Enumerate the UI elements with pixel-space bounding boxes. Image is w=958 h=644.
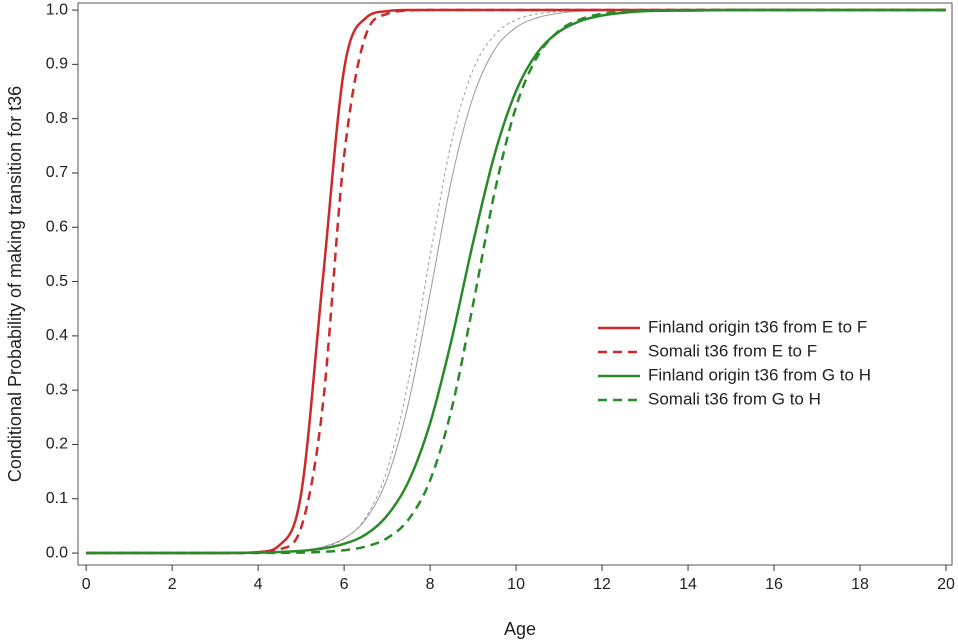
x-tick-label: 14 xyxy=(679,576,697,593)
x-tick-label: 4 xyxy=(254,576,263,593)
x-axis-label: Age xyxy=(504,619,536,639)
x-tick-label: 8 xyxy=(426,576,435,593)
y-tick-label: 0.5 xyxy=(46,273,68,290)
legend-label: Finland origin t36 from G to H xyxy=(648,365,871,384)
plot-frame xyxy=(77,2,953,566)
y-tick-label: 0.2 xyxy=(46,436,68,453)
x-tick-label: 16 xyxy=(765,576,783,593)
legend-label: Somali t36 from G to H xyxy=(648,389,821,408)
x-tick-label: 18 xyxy=(851,576,869,593)
y-tick-label: 0.9 xyxy=(46,56,68,73)
y-axis-label: Conditional Probability of making transi… xyxy=(5,86,25,482)
y-tick-label: 0.8 xyxy=(46,110,68,127)
legend-label: Somali t36 from E to F xyxy=(648,341,817,360)
x-tick-label: 10 xyxy=(507,576,525,593)
y-tick-label: 0.4 xyxy=(46,327,68,344)
x-tick-label: 12 xyxy=(593,576,611,593)
y-tick-label: 0.7 xyxy=(46,164,68,181)
legend-label: Finland origin t36 from E to F xyxy=(648,317,867,336)
y-tick-label: 1.0 xyxy=(46,1,68,18)
series-line xyxy=(86,8,946,555)
x-tick-label: 6 xyxy=(340,576,349,593)
y-tick-label: 0.1 xyxy=(46,490,68,507)
y-tick-label: 0.6 xyxy=(46,218,68,235)
x-tick-label: 2 xyxy=(168,576,177,593)
y-tick-label: 0.3 xyxy=(46,381,68,398)
y-tick-label: 0.0 xyxy=(46,544,68,561)
series-line xyxy=(86,8,946,555)
x-tick-label: 0 xyxy=(82,576,91,593)
x-tick-label: 20 xyxy=(937,576,955,593)
